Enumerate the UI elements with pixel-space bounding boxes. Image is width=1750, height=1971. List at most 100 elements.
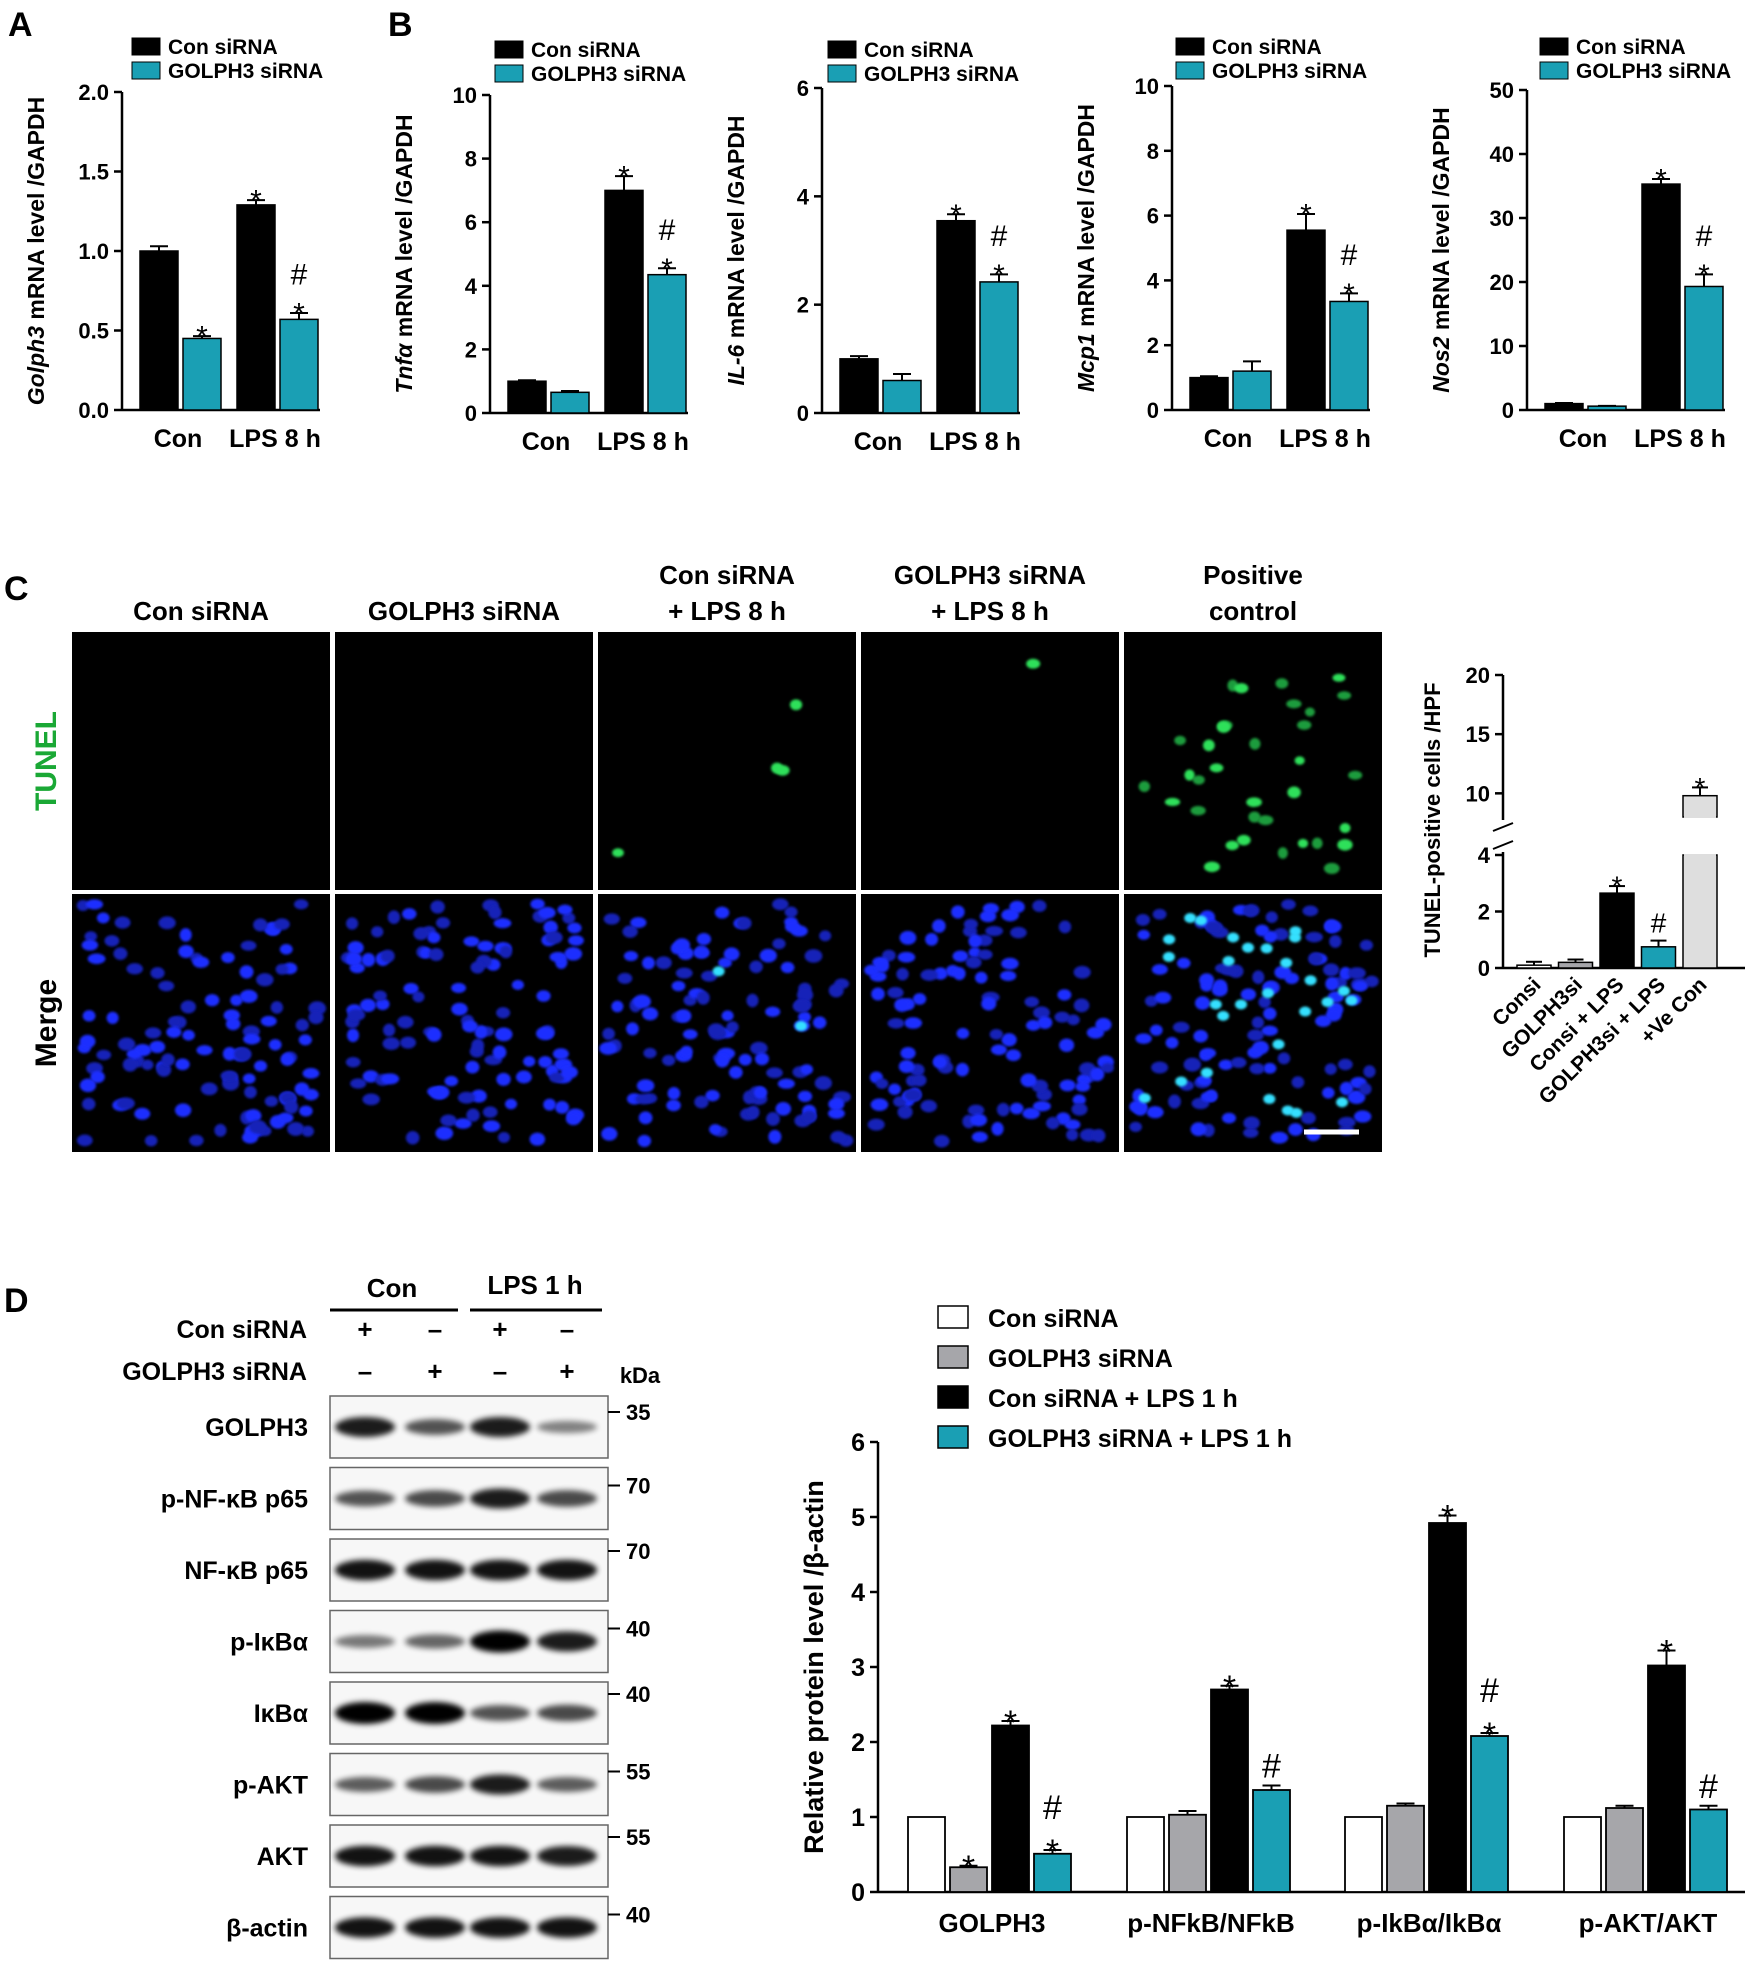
dapi-nucleus xyxy=(979,910,997,923)
x-category-label: LPS 8 h xyxy=(1634,425,1726,453)
bar-series-1 xyxy=(949,1866,988,1893)
dapi-nucleus xyxy=(920,1099,938,1113)
dapi-nucleus xyxy=(106,1011,119,1024)
bar-con-sirna xyxy=(604,189,644,414)
dapi-nucleus xyxy=(1025,1020,1041,1031)
dapi-nucleus xyxy=(897,951,916,963)
merged-positive-nucleus xyxy=(1261,988,1274,999)
legend-swatch xyxy=(1539,61,1569,80)
dapi-nucleus xyxy=(1302,905,1319,917)
dapi-nucleus xyxy=(1221,1112,1237,1124)
y-tick-label: 6 xyxy=(851,1429,865,1457)
axis-break-mark xyxy=(1492,822,1514,832)
image-background xyxy=(335,632,593,890)
micrograph-column-header: Con siRNA xyxy=(133,596,269,626)
dapi-nucleus xyxy=(79,1078,97,1093)
legend-swatch xyxy=(131,37,161,56)
bar-join xyxy=(1684,815,1716,818)
dapi-nucleus xyxy=(1347,1090,1366,1105)
x-category-label: p-AKT/AKT xyxy=(1579,1908,1718,1938)
bar-series-0 xyxy=(1126,1816,1165,1893)
dapi-nucleus xyxy=(113,947,128,960)
dapi-nucleus xyxy=(897,1105,913,1119)
tunel-positive-nucleus xyxy=(1304,707,1315,717)
legend-swatch xyxy=(937,1425,969,1449)
dapi-nucleus xyxy=(1135,1033,1152,1044)
dapi-nucleus xyxy=(893,1096,907,1107)
dapi-nucleus xyxy=(1359,1083,1372,1096)
tunel-positive-nucleus xyxy=(1203,739,1215,752)
y-tick-label: 15 xyxy=(1466,722,1490,747)
y-axis-title: IL-6 mRNA level /GAPDH xyxy=(723,115,749,385)
dapi-nucleus xyxy=(626,1022,639,1036)
y-tick-label: 1 xyxy=(851,1804,865,1832)
dapi-nucleus xyxy=(293,899,309,910)
y-tick-label: 4 xyxy=(1478,843,1491,868)
blot-sign: – xyxy=(493,1356,507,1386)
merge-image xyxy=(861,894,1119,1152)
dapi-nucleus xyxy=(249,1120,267,1134)
dapi-nucleus xyxy=(1066,1129,1079,1141)
dapi-nucleus xyxy=(126,963,143,975)
dapi-nucleus xyxy=(746,993,759,1008)
blot-protein-label: p-AKT xyxy=(233,1772,308,1800)
merged-positive-nucleus xyxy=(1263,1094,1276,1105)
bar-golph3-sirna xyxy=(882,379,922,414)
dapi-nucleus xyxy=(726,1021,739,1033)
blot-band xyxy=(470,1417,530,1437)
dapi-nucleus xyxy=(280,1052,295,1066)
y-tick-label: 20 xyxy=(1490,270,1514,295)
dapi-nucleus xyxy=(361,953,376,967)
dapi-nucleus xyxy=(134,1107,151,1120)
dapi-nucleus xyxy=(968,934,982,948)
dapi-nucleus xyxy=(454,1118,472,1129)
dapi-nucleus xyxy=(87,953,106,965)
dapi-nucleus xyxy=(749,960,763,974)
blot-condition-label: GOLPH3 siRNA xyxy=(122,1358,307,1386)
dapi-nucleus xyxy=(457,1091,476,1104)
dapi-nucleus xyxy=(225,1017,241,1031)
dapi-nucleus xyxy=(967,1104,985,1116)
dapi-nucleus xyxy=(1322,1087,1335,1099)
dapi-nucleus xyxy=(245,1109,262,1123)
dapi-nucleus xyxy=(1338,1116,1356,1128)
dapi-nucleus xyxy=(1199,1047,1217,1059)
dapi-nucleus xyxy=(1263,1062,1277,1074)
dapi-nucleus xyxy=(1252,1040,1269,1055)
dapi-nucleus xyxy=(617,972,633,984)
dapi-nucleus xyxy=(1033,1006,1050,1020)
dapi-nucleus xyxy=(274,918,290,931)
dapi-nucleus xyxy=(1353,1110,1372,1123)
dapi-nucleus xyxy=(1258,996,1271,1009)
y-tick-label: 1.0 xyxy=(78,239,109,264)
bar-join xyxy=(1684,854,1716,857)
legend-label: GOLPH3 siRNA xyxy=(864,63,1019,86)
y-tick-label: 50 xyxy=(1490,78,1514,103)
merge-image xyxy=(335,894,593,1152)
dapi-nucleus xyxy=(530,898,545,910)
dapi-nucleus xyxy=(797,1090,813,1103)
dapi-nucleus xyxy=(403,983,419,995)
legend-swatch xyxy=(827,64,857,83)
dapi-nucleus xyxy=(1129,1100,1148,1114)
dapi-nucleus xyxy=(754,1052,770,1066)
molecular-weight-marker: 40 xyxy=(626,1617,650,1642)
dapi-nucleus xyxy=(399,1036,417,1049)
significance-mark: * xyxy=(950,199,962,232)
tunel-positive-nucleus xyxy=(1294,756,1305,765)
tunel-positive-nucleus xyxy=(1287,786,1301,799)
dapi-nucleus xyxy=(1059,1038,1075,1052)
blot-strip xyxy=(329,1752,609,1817)
merged-positive-nucleus xyxy=(1304,975,1317,986)
dapi-nucleus xyxy=(346,1028,360,1043)
dapi-nucleus xyxy=(1247,1029,1264,1042)
dapi-nucleus xyxy=(753,1086,768,1099)
dapi-nucleus xyxy=(499,945,513,959)
dapi-nucleus xyxy=(1149,1024,1163,1036)
mrna-chart-3: 0 2 4 6 8 10 Mcp1 mRNA level /GAPDH Con LPS 8 h *… xyxy=(1073,36,1371,453)
blot-band xyxy=(335,1490,395,1507)
dapi-nucleus xyxy=(84,931,98,942)
dapi-nucleus xyxy=(814,1076,832,1091)
dapi-nucleus xyxy=(1323,963,1340,977)
dapi-nucleus xyxy=(426,1027,442,1042)
